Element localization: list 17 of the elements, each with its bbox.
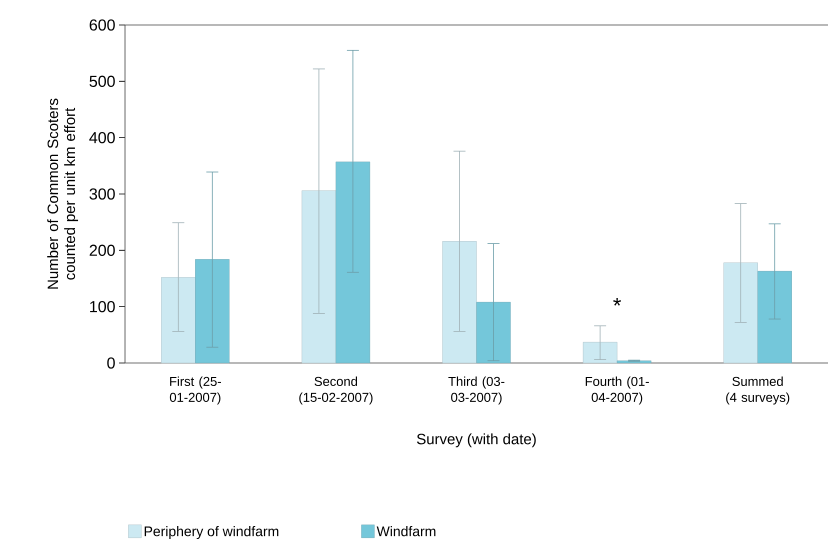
y-tick-label: 400 bbox=[89, 132, 115, 144]
legend-label: Windfarm bbox=[376, 526, 436, 536]
y-tick-label: 500 bbox=[90, 76, 115, 87]
y-tick-label: 200 bbox=[90, 244, 115, 256]
x-axis-title: Survey (with date) bbox=[416, 433, 536, 448]
x-tick-label: Second (15-02-2007) bbox=[299, 376, 373, 405]
y-tick-label: 0 bbox=[107, 357, 115, 369]
x-tick-label: Fourth (01-04-2007) bbox=[586, 376, 649, 405]
legend-label: Periphery of windfarm bbox=[144, 526, 278, 540]
y-tick-label: 600 bbox=[90, 19, 115, 31]
x-tick-label: First (25-01-2007) bbox=[170, 376, 221, 405]
y-tick-label: 300 bbox=[90, 188, 115, 200]
annotation: * bbox=[613, 298, 622, 306]
y-tick-label: 100 bbox=[90, 301, 115, 312]
x-tick-label: Summed (4 surveys) bbox=[726, 376, 790, 405]
y-axis-title: Number of Common Scoters counted per unit km effort bbox=[47, 98, 78, 289]
x-tick-label: Third (03-03-2007) bbox=[448, 376, 504, 405]
